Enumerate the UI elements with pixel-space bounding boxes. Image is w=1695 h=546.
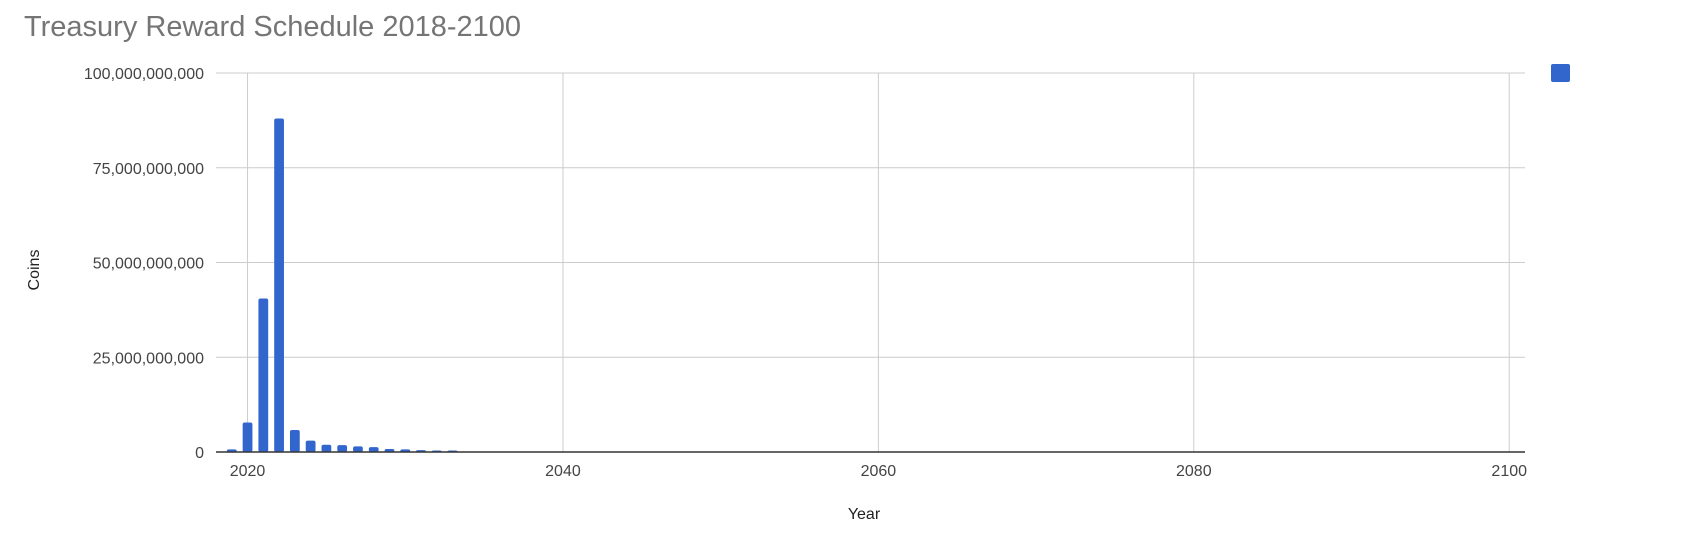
y-tick-label: 50,000,000,000: [93, 256, 204, 273]
bars: [226, 118, 458, 452]
x-axis-title: Year: [848, 506, 881, 523]
x-axis-tick-labels: 2020 2040 2060 2080 2100: [230, 463, 1527, 480]
y-tick-label: 0: [195, 445, 204, 462]
bar-2027: [353, 446, 363, 452]
bar-2020: [242, 422, 253, 452]
y-tick-label: 25,000,000,000: [93, 350, 204, 367]
x-tick-label: 2060: [861, 463, 897, 480]
y-tick-label: 75,000,000,000: [93, 161, 204, 178]
y-axis-tick-labels: 0 25,000,000,000 50,000,000,000 75,000,000,…: [84, 66, 204, 462]
bar-2024: [305, 440, 316, 452]
legend-swatch: [1551, 64, 1570, 82]
bar-2025: [321, 444, 332, 452]
y-tick-label: 100,000,000,000: [84, 66, 204, 83]
bar-2029: [384, 448, 395, 452]
bar-2023: [289, 430, 300, 452]
x-tick-label: 2040: [545, 463, 581, 480]
chart-title: Treasury Reward Schedule 2018-2100: [24, 11, 521, 43]
x-tick-label: 2080: [1176, 463, 1212, 480]
x-tick-label: 2020: [230, 463, 266, 480]
bar-2026: [337, 445, 348, 452]
bar-2022: [274, 118, 284, 452]
x-tick-label: 2100: [1491, 463, 1527, 480]
bar-2028: [368, 447, 379, 452]
y-axis-title: Coins: [26, 250, 43, 291]
bar-2021: [258, 298, 269, 452]
grid-lines: [216, 72, 1525, 452]
